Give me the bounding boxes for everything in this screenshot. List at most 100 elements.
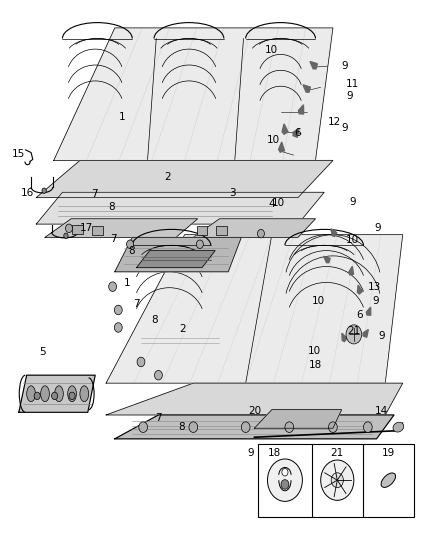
Text: 10: 10: [307, 346, 321, 357]
Circle shape: [114, 305, 122, 315]
Ellipse shape: [27, 386, 35, 402]
Circle shape: [280, 480, 288, 489]
Text: 3: 3: [229, 188, 235, 198]
Polygon shape: [365, 307, 370, 315]
Circle shape: [188, 422, 197, 432]
Text: 6: 6: [355, 310, 362, 320]
Polygon shape: [323, 256, 329, 263]
Circle shape: [137, 357, 145, 367]
Polygon shape: [278, 142, 284, 152]
Ellipse shape: [67, 386, 76, 402]
Circle shape: [363, 422, 371, 432]
Text: 1: 1: [119, 112, 125, 122]
Circle shape: [42, 188, 46, 193]
Text: 9: 9: [378, 332, 385, 342]
Circle shape: [69, 392, 75, 400]
Text: 2: 2: [163, 172, 170, 182]
Text: 8: 8: [151, 314, 157, 325]
Polygon shape: [293, 128, 298, 138]
Circle shape: [34, 392, 40, 400]
Circle shape: [267, 459, 302, 502]
Circle shape: [345, 325, 361, 344]
Text: 17: 17: [80, 223, 93, 233]
Text: 8: 8: [177, 422, 184, 432]
Circle shape: [281, 469, 287, 476]
Text: 12: 12: [327, 117, 340, 127]
Text: 9: 9: [374, 223, 380, 233]
Text: 10: 10: [345, 235, 358, 245]
Text: 7: 7: [155, 413, 162, 423]
Polygon shape: [348, 266, 353, 275]
Text: 7: 7: [133, 298, 140, 309]
Bar: [257, 443, 413, 517]
Text: 1: 1: [123, 278, 130, 288]
Circle shape: [65, 224, 72, 232]
Text: 9: 9: [341, 61, 347, 71]
Text: 18: 18: [267, 448, 280, 458]
Ellipse shape: [380, 473, 395, 487]
Polygon shape: [302, 85, 310, 92]
Text: 21: 21: [346, 326, 360, 336]
Ellipse shape: [80, 386, 88, 402]
Bar: [92, 226, 102, 235]
Text: 4: 4: [268, 199, 275, 209]
Ellipse shape: [392, 422, 403, 432]
Circle shape: [328, 422, 336, 432]
Text: 10: 10: [266, 135, 279, 146]
Text: 6: 6: [294, 128, 300, 138]
Circle shape: [196, 240, 203, 248]
Polygon shape: [193, 219, 315, 237]
Text: 13: 13: [367, 281, 380, 292]
Text: 9: 9: [345, 91, 352, 101]
Text: 10: 10: [264, 45, 277, 55]
Polygon shape: [298, 105, 303, 114]
Bar: [72, 225, 83, 233]
Polygon shape: [106, 235, 402, 383]
Polygon shape: [115, 415, 393, 439]
Circle shape: [138, 422, 147, 432]
Bar: [216, 226, 226, 235]
Circle shape: [114, 322, 122, 332]
Polygon shape: [309, 61, 317, 69]
Text: 11: 11: [345, 78, 358, 88]
Text: 19: 19: [381, 448, 395, 458]
Text: 8: 8: [108, 201, 115, 212]
Circle shape: [154, 370, 162, 380]
Text: 9: 9: [371, 296, 378, 306]
Text: 9: 9: [341, 123, 347, 133]
Circle shape: [64, 233, 68, 238]
Text: 5: 5: [39, 348, 46, 358]
Text: 21: 21: [329, 448, 342, 458]
Polygon shape: [136, 251, 215, 268]
Text: 7: 7: [110, 234, 117, 244]
Polygon shape: [36, 160, 332, 198]
Text: 10: 10: [311, 296, 324, 306]
Circle shape: [241, 422, 250, 432]
Polygon shape: [282, 124, 287, 134]
Text: 10: 10: [272, 198, 285, 208]
Polygon shape: [19, 375, 95, 413]
Polygon shape: [254, 410, 341, 428]
Circle shape: [126, 240, 133, 248]
Ellipse shape: [54, 386, 63, 402]
Polygon shape: [357, 285, 362, 294]
Text: 7: 7: [92, 189, 98, 199]
Text: 20: 20: [247, 406, 260, 416]
Circle shape: [330, 473, 343, 488]
Polygon shape: [330, 229, 336, 237]
Polygon shape: [341, 333, 346, 342]
Text: 15: 15: [11, 149, 25, 159]
Polygon shape: [115, 237, 241, 272]
Bar: [196, 226, 207, 235]
Polygon shape: [36, 192, 323, 224]
Text: 14: 14: [374, 406, 387, 416]
Text: 9: 9: [247, 448, 254, 458]
Text: 2: 2: [179, 324, 185, 334]
Circle shape: [257, 229, 264, 238]
Polygon shape: [45, 219, 197, 237]
Polygon shape: [362, 329, 367, 337]
Text: 8: 8: [127, 246, 134, 256]
Circle shape: [109, 282, 116, 292]
Circle shape: [51, 392, 57, 400]
Polygon shape: [53, 28, 332, 160]
